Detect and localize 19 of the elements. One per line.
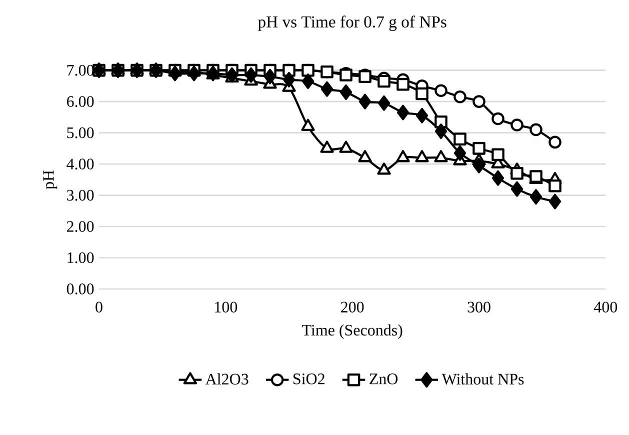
chart-title: pH vs Time for 0.7 g of NPs bbox=[258, 16, 446, 31]
y-tick-label: 2.00 bbox=[67, 221, 94, 232]
x-tick-label: 100 bbox=[215, 302, 238, 312]
y-tick-label: 4.00 bbox=[66, 158, 94, 170]
legend-label: Al2O3 bbox=[205, 373, 248, 385]
legend-label: SiO2 bbox=[293, 374, 324, 384]
x-axis-title: Time (Seconds) bbox=[302, 324, 402, 339]
x-tick-label: 200 bbox=[341, 302, 364, 312]
legend-label: ZnO bbox=[370, 374, 398, 384]
y-tick-label: 0.00 bbox=[66, 284, 94, 294]
y-tick-label: 1.00 bbox=[68, 252, 94, 264]
y-tick-label: 3.00 bbox=[67, 190, 94, 201]
legend-label: Without NPs bbox=[442, 373, 524, 385]
x-tick-label: 0 bbox=[96, 302, 102, 312]
y-tick-label: 6.00 bbox=[66, 96, 94, 107]
y-tick-label: 5.00 bbox=[67, 127, 94, 138]
x-tick-label: 400 bbox=[594, 302, 618, 312]
x-tick-label: 300 bbox=[468, 302, 490, 312]
y-axis-title: pH bbox=[43, 170, 58, 190]
